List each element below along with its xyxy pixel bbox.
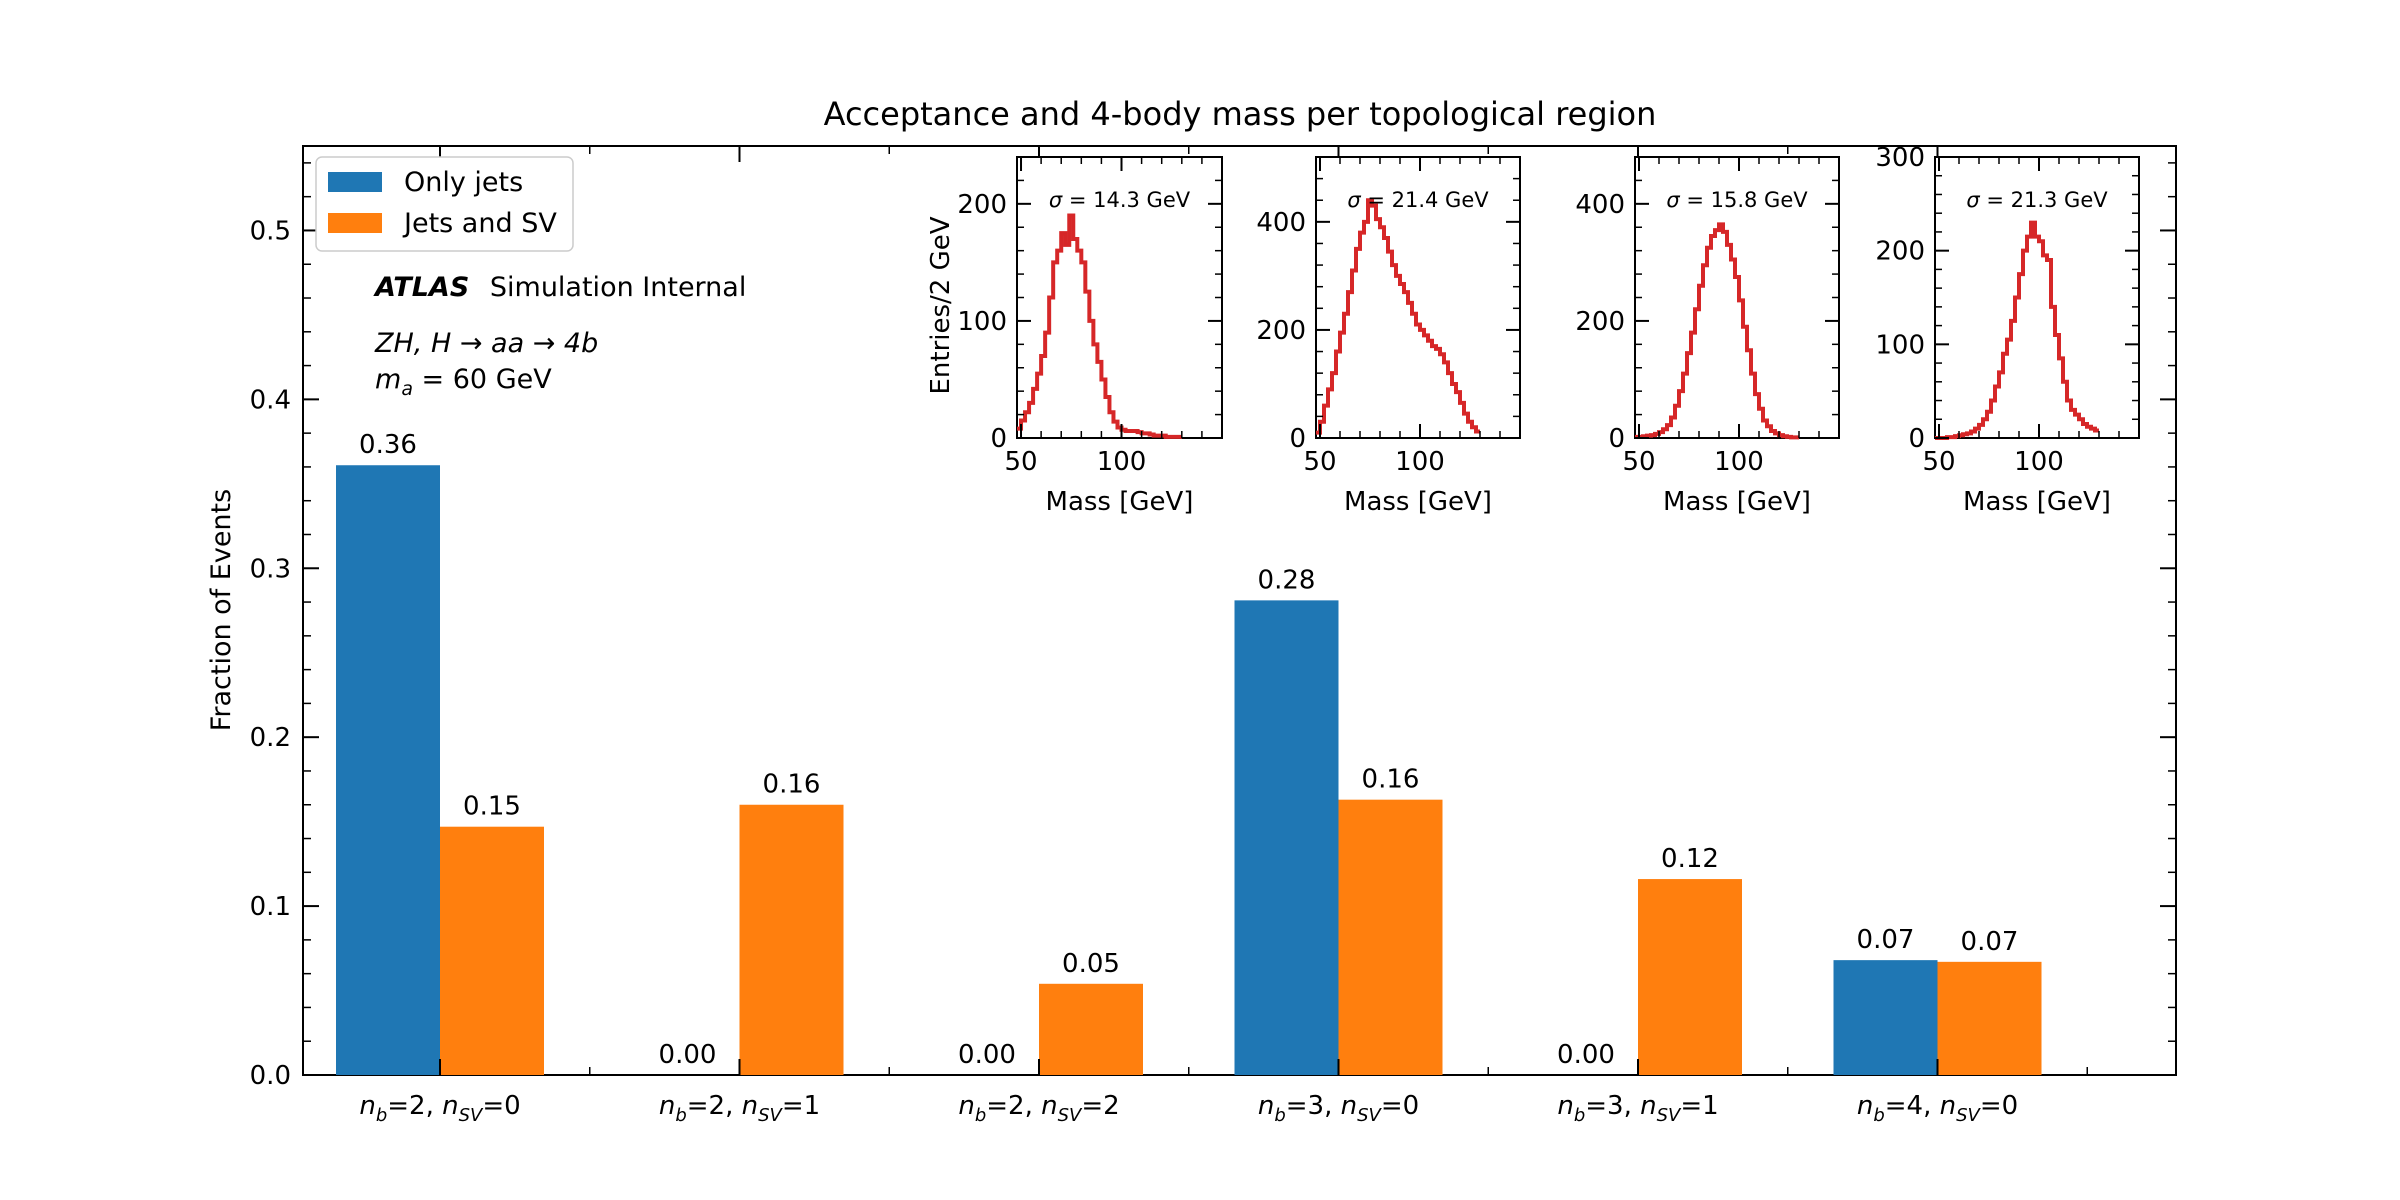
mass-annotation: ma = 60 GeV	[375, 364, 552, 400]
insets: 50 100 0 100 200 σ = 14.3 GeV Mass [GeV] Entrie…	[926, 143, 2140, 517]
inset-x-axis-title: Mass [GeV]	[1046, 487, 1194, 517]
bar-only-jets	[336, 465, 440, 1076]
bar-jets-and-sv	[1638, 879, 1742, 1075]
inset-2: 50 100 0 200 400 σ = 21.4 GeV Mass [GeV]	[1256, 156, 1521, 517]
bar-value-label: 0.05	[1062, 949, 1120, 979]
bar-jets-and-sv	[1039, 983, 1143, 1075]
legend-swatch-jets-and-sv	[328, 213, 382, 233]
bar-only-jets	[1234, 600, 1339, 1075]
bars: 0.36 0.15 0.00 0.16 0.00 0.05 0.28 0.16 0.00 0.12…	[336, 430, 2042, 1076]
inset-y-tick-label: 100	[957, 307, 1007, 337]
y-axis: 0.0 0.1 0.2 0.3 0.4 0.5	[250, 162, 2176, 1091]
inset-sigma-label: σ = 15.8 GeV	[1666, 188, 1808, 212]
bar-jets-and-sv	[440, 826, 544, 1075]
inset-x-axis-title: Mass [GeV]	[1963, 487, 2111, 517]
inset-y-tick-label: 200	[1575, 307, 1625, 337]
chart-title: Acceptance and 4-body mass per topologic…	[824, 95, 1657, 133]
bar-value-label: 0.07	[1961, 927, 2019, 957]
inset-histogram	[1316, 198, 1480, 435]
x-tick-label: nb=2, nSV=1	[659, 1091, 820, 1126]
inset-x-tick-label: 50	[1004, 447, 1037, 477]
bar-value-label: 0.00	[659, 1040, 717, 1070]
legend-swatch-only-jets	[328, 172, 382, 192]
legend: Only jets Jets and SV	[315, 156, 574, 252]
inset-4: 50 100 0 100 200 300 σ = 21.3 GeV Mass [GeV]	[1875, 143, 2140, 517]
inset-y-tick-label: 0	[990, 424, 1007, 454]
inset-1: 50 100 0 100 200 σ = 14.3 GeV Mass [GeV] Entrie…	[926, 156, 1223, 517]
atlas-annotation: ATLAS Simulation Internal ZH, H → aa → 4…	[373, 272, 746, 400]
inset-y-tick-label: 400	[1575, 190, 1625, 220]
bar-value-label: 0.12	[1661, 844, 1719, 874]
inset-x-tick-label: 100	[1097, 447, 1147, 477]
bar-jets-and-sv	[1338, 799, 1443, 1075]
y-tick-label: 0.1	[250, 892, 291, 922]
y-tick-label: 0.0	[250, 1061, 291, 1091]
inset-3: 50 100 0 200 400 σ = 15.8 GeV Mass [GeV]	[1575, 156, 1840, 517]
bar-jets-and-sv	[739, 804, 844, 1075]
legend-label-jets-and-sv: Jets and SV	[402, 208, 557, 239]
inset-sigma-label: σ = 14.3 GeV	[1049, 188, 1191, 212]
process-annotation: ZH, H → aa → 4b	[374, 328, 598, 359]
inset-y-tick-label: 200	[1875, 237, 1925, 267]
y-axis-title: Fraction of Events	[206, 489, 237, 731]
inset-x-tick-label: 100	[1714, 447, 1764, 477]
inset-y-tick-label: 400	[1256, 208, 1306, 238]
inset-x-tick-label: 100	[2014, 447, 2064, 477]
bar-value-label: 0.16	[1362, 765, 1420, 795]
inset-x-tick-label: 50	[1303, 447, 1336, 477]
inset-x-axis-title: Mass [GeV]	[1344, 487, 1492, 517]
inset-y-tick-label: 100	[1875, 330, 1925, 360]
inset-histogram	[1635, 222, 1799, 440]
bar-value-label: 0.28	[1258, 565, 1316, 595]
x-axis: nb=2, nSV=0 nb=2, nSV=1 nb=2, nSV=2 nb=3, n…	[359, 146, 2088, 1126]
bar-value-label: 0.16	[763, 770, 821, 800]
inset-frame	[1934, 156, 2140, 439]
inset-x-axis-title: Mass [GeV]	[1663, 487, 1811, 517]
inset-sigma-label: σ = 21.4 GeV	[1347, 188, 1489, 212]
bar-value-label: 0.00	[1557, 1040, 1615, 1070]
inset-sigma-label: σ = 21.3 GeV	[1966, 188, 2108, 212]
y-tick-label: 0.4	[250, 385, 291, 415]
x-tick-label: nb=4, nSV=0	[1857, 1091, 2018, 1126]
y-tick-label: 0.3	[250, 554, 291, 584]
bar-value-label: 0.00	[958, 1040, 1016, 1070]
inset-histogram	[1017, 213, 1182, 439]
bar-value-label: 0.15	[463, 792, 521, 822]
inset-x-tick-label: 100	[1395, 447, 1445, 477]
mass-symbol: m	[375, 364, 401, 395]
x-tick-label: nb=2, nSV=0	[359, 1091, 520, 1126]
inset-y-tick-label: 0	[1608, 424, 1625, 454]
bar-only-jets	[1833, 960, 1938, 1075]
legend-label-only-jets: Only jets	[404, 167, 523, 198]
atlas-label: ATLAS	[373, 272, 469, 303]
bar-value-label: 0.07	[1857, 925, 1915, 955]
x-tick-label: nb=3, nSV=1	[1557, 1091, 1718, 1126]
x-tick-label: nb=2, nSV=2	[958, 1091, 1119, 1126]
bar-value-label: 0.36	[359, 430, 417, 460]
inset-x-tick-label: 50	[1922, 447, 1955, 477]
inset-y-tick-label: 200	[957, 190, 1007, 220]
inset-y-tick-label: 0	[1289, 424, 1306, 454]
bar-jets-and-sv	[1937, 961, 2042, 1075]
x-tick-label: nb=3, nSV=0	[1258, 1091, 1419, 1126]
inset-x-tick-label: 50	[1622, 447, 1655, 477]
mass-value: = 60 GeV	[413, 364, 552, 395]
inset-y-tick-label: 200	[1256, 316, 1306, 346]
inset-y-axis-title: Entries/2 GeV	[926, 216, 956, 394]
y-tick-label: 0.5	[250, 216, 291, 246]
inset-y-tick-label: 300	[1875, 143, 1925, 173]
inset-y-tick-label: 0	[1908, 424, 1925, 454]
y-tick-label: 0.2	[250, 723, 291, 753]
inset-histogram	[1935, 220, 2099, 440]
mass-subscript: a	[401, 378, 413, 400]
atlas-suffix: Simulation Internal	[490, 272, 746, 303]
svg-text:ATLAS Simulation Interna: ATLAS Simulation Internal	[373, 272, 746, 303]
